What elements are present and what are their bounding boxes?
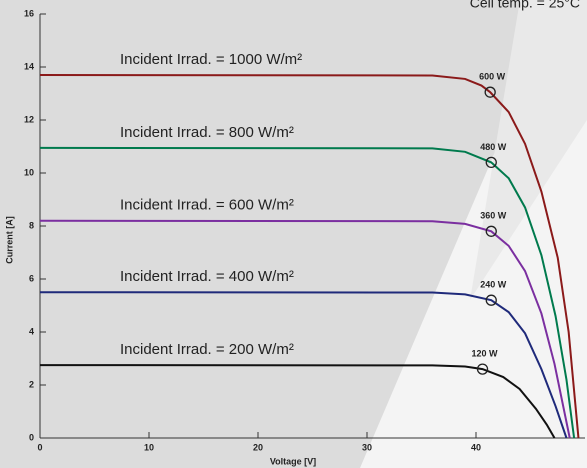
y-tick-label: 2 [29,379,34,389]
irradiance-label: Incident Irrad. = 800 W/m² [120,124,294,141]
mpp-marker [485,156,497,169]
mpp-marker [476,363,489,375]
irradiance-label: Incident Irrad. = 400 W/m² [120,268,294,285]
irradiance-label: Incident Irrad. = 200 W/m² [120,341,294,358]
x-tick-label: 0 [37,442,42,452]
iv-curve [39,73,580,439]
mpp-label: 480 W [480,142,507,152]
mpp-marker [485,294,497,306]
mpp-marker [484,86,496,98]
x-tick-label: 40 [471,442,481,452]
x-tick-label: 20 [253,442,263,452]
panel-photo [0,0,560,468]
annotation: Cell temp. = 25°C [470,0,580,11]
y-tick-label: 10 [24,167,34,177]
mpp-label: 120 W [472,348,499,358]
y-tick-label: 0 [29,432,34,442]
mpp-label: 360 W [480,211,507,221]
iv-curve [39,291,568,439]
x-axis-label: Voltage [V] [270,456,316,466]
y-tick-label: 14 [24,61,34,71]
panel-photo-edge [470,0,587,300]
mpp-marker [485,225,497,237]
y-tick-label: 6 [29,273,34,283]
y-tick-label: 16 [24,8,34,18]
mpp-label: 600 W [479,72,506,82]
y-tick-label: 8 [29,220,34,230]
irradiance-label: Incident Irrad. = 1000 W/m² [120,51,302,68]
iv-curve [39,219,571,439]
iv-curve [39,364,556,439]
irradiance-label: Incident Irrad. = 600 W/m² [120,197,294,214]
y-tick-label: 4 [29,326,34,336]
y-axis-label: Current [A] [4,216,14,264]
x-tick-label: 30 [362,442,372,452]
mpp-label: 240 W [480,280,507,290]
y-tick-label: 12 [24,114,34,124]
iv-curve [39,146,576,439]
x-tick-label: 10 [144,442,154,452]
